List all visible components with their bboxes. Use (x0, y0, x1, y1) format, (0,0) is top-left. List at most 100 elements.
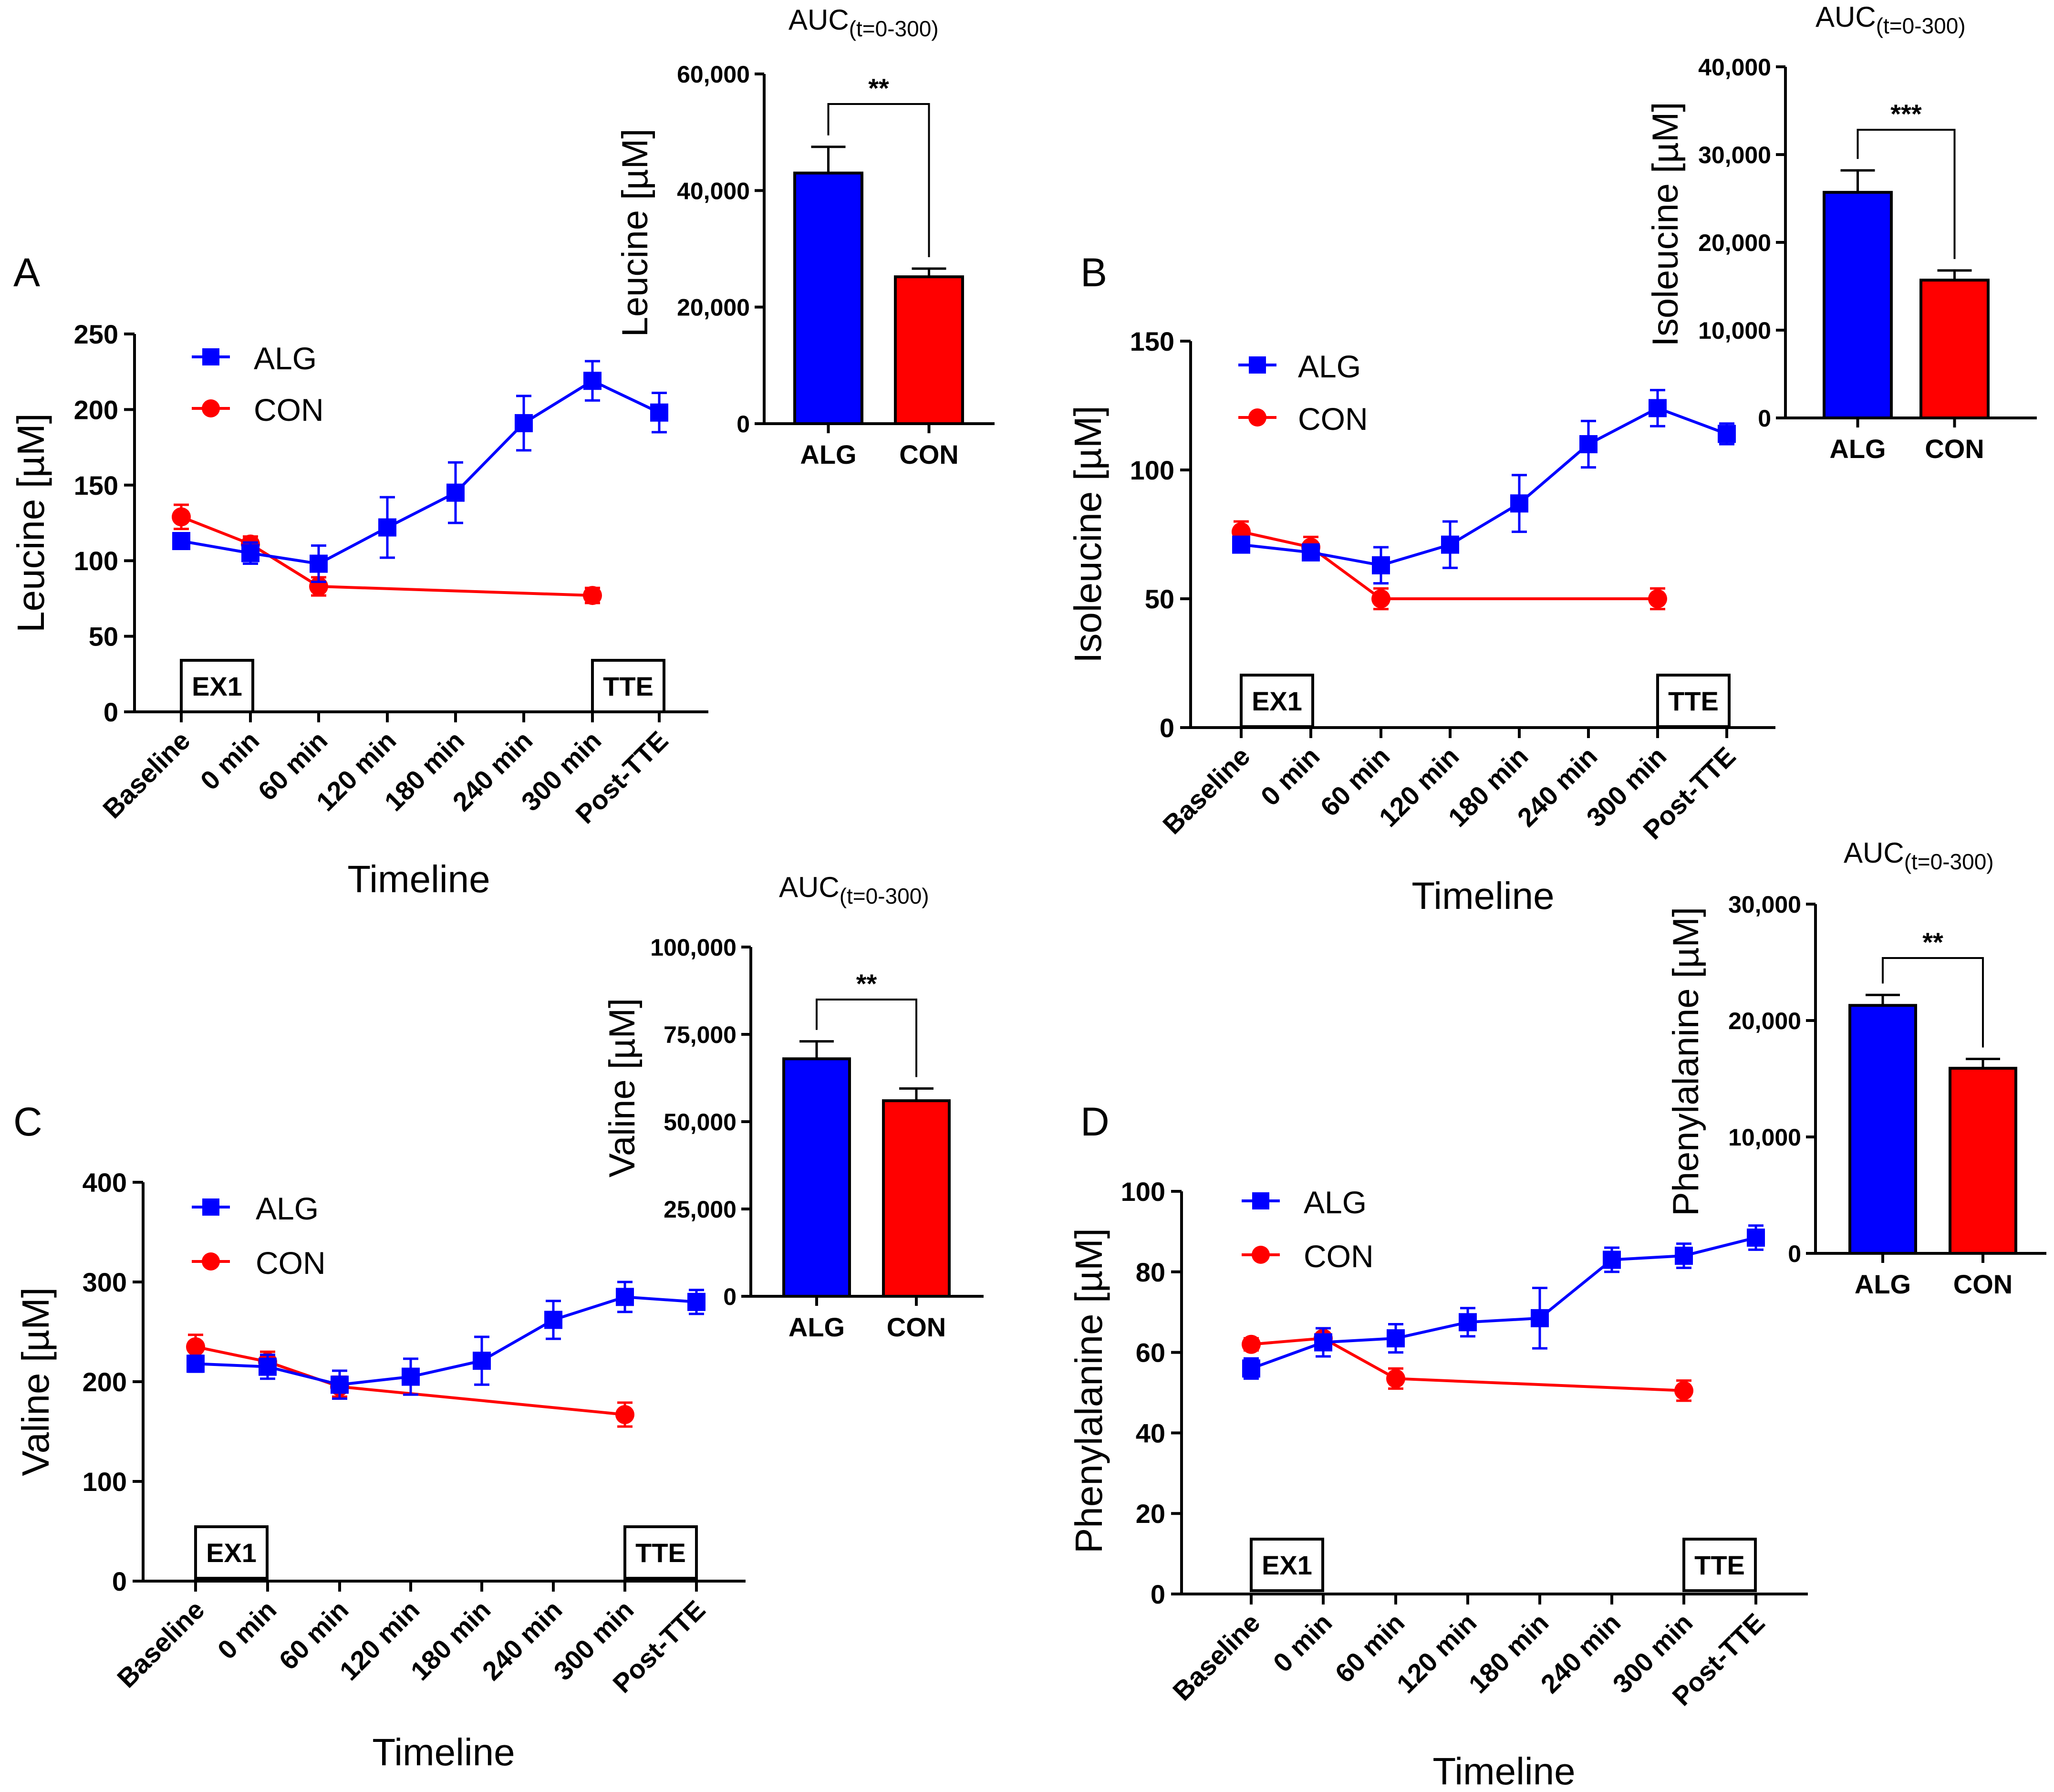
bar-alg (782, 1057, 851, 1298)
inset-y-tick-label: 10,000 (1728, 1124, 1801, 1151)
data-point-alg (259, 1357, 277, 1376)
panel-label-b: B (1080, 250, 1107, 295)
y-tick-group: 0 50 100 150 200 250 (74, 319, 135, 727)
series-con-line (180, 515, 593, 597)
event-label-ex1: EX1 (206, 1538, 257, 1568)
inset-title: AUC(t=0-300) (788, 4, 939, 41)
inset-x-tick-label-alg: ALG (800, 439, 856, 469)
inset-x-tick-label-con: CON (887, 1312, 946, 1342)
inset-y-tick-label: 60,000 (677, 61, 750, 88)
series-con-line (195, 1345, 625, 1416)
inset-y-tick-label: 0 (723, 1283, 737, 1310)
series-alg-line (181, 379, 660, 565)
legend-con-label: CON (256, 1245, 326, 1281)
series-con-line (1251, 1336, 1684, 1392)
legend-alg-marker (1252, 1192, 1269, 1209)
legend: ALG CON (1238, 349, 1368, 437)
significance-line (816, 999, 917, 1077)
inset-y-tick-label: 100,000 (650, 934, 737, 961)
y-axis-label: Isoleucine [µM] (1067, 406, 1109, 663)
inset-x-tick-label-con: CON (1953, 1269, 2013, 1299)
event-box-ex1 (180, 659, 254, 713)
inset-title-sub: (t=0-300) (1904, 849, 1994, 874)
y-tick-label: 20 (1136, 1499, 1165, 1529)
legend: ALG CON (1242, 1185, 1374, 1274)
data-point-alg (1302, 543, 1320, 562)
x-axis-label: Timeline (347, 858, 490, 900)
data-point-alg (650, 403, 668, 422)
y-tick-label: 100 (1121, 1177, 1165, 1207)
inset-x-tick-label-alg: ALG (788, 1312, 845, 1342)
data-point-alg (473, 1352, 491, 1370)
legend: ALG CON (192, 341, 324, 427)
event-markers: EX1 TTE (180, 659, 665, 713)
inset-y-tick-label: 20,000 (1728, 1008, 1801, 1034)
legend-con-marker (1252, 1246, 1270, 1264)
bar-alg (793, 171, 863, 425)
y-axis-label: Phenylalanine [µM] (1068, 1228, 1110, 1553)
y-tick-label: 250 (74, 319, 118, 349)
data-point-alg (1387, 1329, 1405, 1348)
inset-y-tick-label: 50,000 (664, 1109, 737, 1136)
y-tick-label: 50 (1145, 584, 1174, 614)
significance-marker: ** (856, 969, 877, 999)
legend-con-label: CON (1298, 401, 1368, 437)
panel-c-auc-bar-chart: AUC(t=0-300) 025,00050,00075,000100,000 … (602, 871, 984, 1342)
y-tick-label: 150 (1130, 326, 1174, 356)
inset-y-tick-label: 25,000 (664, 1196, 737, 1223)
data-point-con (1648, 589, 1667, 608)
x-axis-label: Timeline (372, 1731, 515, 1773)
event-box-ex1 (1240, 674, 1314, 728)
data-point-alg (1603, 1250, 1621, 1269)
series-alg (172, 360, 668, 583)
data-point-alg (331, 1375, 349, 1394)
legend-alg-label: ALG (1298, 349, 1361, 384)
panel-label-d: D (1080, 1099, 1110, 1144)
inset-y-tick-label: 20,000 (677, 294, 750, 321)
data-point-alg (583, 372, 602, 390)
y-tick-label: 300 (83, 1267, 127, 1297)
x-axis-label: Timeline (1411, 875, 1554, 917)
inset-y-axis-label: Phenylalanine [µM] (1666, 907, 1706, 1216)
significance-marker: *** (1890, 99, 1922, 129)
y-tick-label: 50 (89, 622, 118, 652)
significance-bracket: ** (827, 73, 930, 258)
y-tick-label: 0 (104, 697, 118, 727)
series-con (1232, 520, 1667, 611)
x-axis-label: Timeline (1432, 1750, 1575, 1792)
data-point-alg (241, 544, 259, 563)
inset-title-main: AUC (1815, 1, 1876, 33)
series-alg-line (1241, 406, 1728, 567)
inset-y-tick-label: 20,000 (1698, 229, 1771, 256)
bar-alg (1823, 191, 1893, 419)
data-point-alg (1372, 556, 1390, 574)
inset-title-sub: (t=0-300) (1876, 13, 1966, 38)
event-box-ex1 (1250, 1538, 1324, 1592)
legend-alg-label: ALG (1304, 1185, 1367, 1220)
y-tick-label: 200 (83, 1367, 127, 1397)
data-point-alg (446, 483, 465, 502)
event-markers: EX1 TTE (194, 1525, 698, 1580)
event-label-ex1: EX1 (192, 671, 242, 701)
data-point-alg (687, 1292, 705, 1311)
data-point-con (1242, 1334, 1261, 1354)
significance-bracket: *** (1857, 99, 1956, 259)
bar-con (1949, 1067, 2017, 1255)
inset-bar-group: ALG CON (793, 146, 964, 469)
significance-marker: ** (1922, 927, 1943, 957)
series-con-line (1241, 530, 1658, 600)
event-label-tte: TTE (1694, 1550, 1745, 1580)
significance-line (1857, 129, 1956, 259)
inset-y-tick-label: 40,000 (677, 177, 750, 204)
inset-x-tick-label-alg: ALG (1855, 1269, 1911, 1299)
data-point-alg (1718, 425, 1736, 443)
y-tick-label: 100 (83, 1467, 127, 1497)
event-label-tte: TTE (603, 671, 654, 701)
event-label-ex1: EX1 (1262, 1550, 1312, 1580)
inset-y-tick-label: 75,000 (664, 1021, 737, 1048)
event-box-tte (1656, 674, 1731, 728)
data-point-con (186, 1337, 205, 1356)
event-markers: EX1 TTE (1240, 674, 1731, 728)
y-tick-group: 0 50 100 150 (1130, 326, 1191, 743)
